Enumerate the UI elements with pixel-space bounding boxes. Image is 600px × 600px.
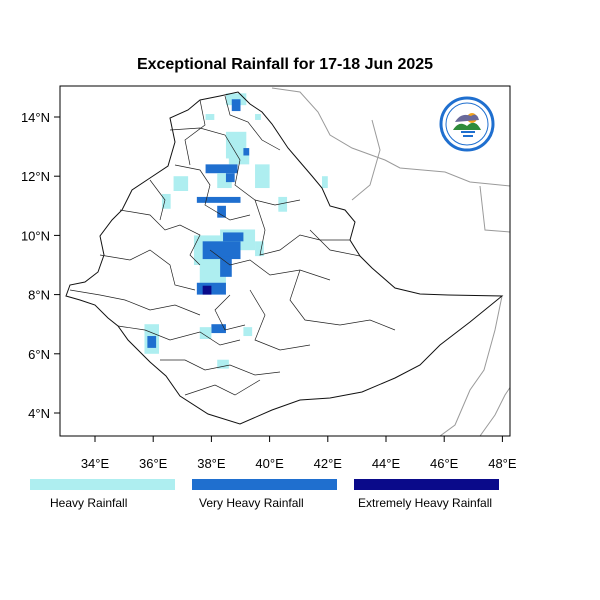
x-tick-label: 48°E: [488, 456, 517, 471]
rainfall-cell: [255, 114, 261, 120]
rainfall-cell: [202, 241, 241, 260]
rainfall-cell: [243, 148, 250, 156]
neighbour-borders: [271, 87, 510, 436]
y-tick-label: 12°N: [21, 169, 50, 184]
rainfall-cell: [243, 327, 253, 337]
map-title: Exceptional Rainfall for 17-18 Jun 2025: [136, 56, 434, 73]
legend-swatch-very-heavy: [192, 479, 337, 490]
x-tick-label: 46°E: [430, 456, 459, 471]
x-tick-label: 36°E: [139, 456, 168, 471]
rainfall-cell: [225, 173, 235, 183]
legend-label-extremely-heavy: Extremely Heavy Rainfall: [358, 496, 493, 510]
rainfall-cell: [225, 131, 247, 159]
legend-label-very-heavy: Very Heavy Rainfall: [199, 496, 304, 510]
rainfall-cell: [231, 99, 241, 112]
rainfall-cell: [205, 164, 238, 174]
rainfall-cell: [228, 155, 250, 165]
rainfall-cell: [278, 196, 288, 212]
rainfall-cell: [223, 232, 244, 242]
y-tick-label: 10°N: [21, 228, 50, 243]
x-tick-label: 38°E: [197, 456, 226, 471]
x-tick-label: 44°E: [372, 456, 401, 471]
rainfall-cell: [217, 359, 229, 369]
rainfall-cell: [199, 265, 226, 286]
plot-border: [59, 85, 511, 437]
x-tick-label: 40°E: [255, 456, 284, 471]
y-tick-label: 6°N: [28, 347, 50, 362]
y-tick-label: 14°N: [21, 110, 50, 125]
rainfall-cell: [217, 205, 226, 218]
rainfall-cell: [202, 285, 212, 295]
x-axis: 34°E 36°E 38°E 40°E 42°E 44°E 46°E 48°E: [81, 436, 517, 471]
region-borders: [69, 95, 396, 396]
rainfall-cell: [205, 114, 215, 120]
rainfall-cell: [199, 327, 212, 339]
rainfall-cell: [173, 176, 189, 191]
rainfall-cell: [211, 324, 226, 334]
country-outline: [65, 91, 504, 425]
x-tick-label: 34°E: [81, 456, 110, 471]
meteorology-institute-logo-icon: [439, 96, 495, 152]
rainfall-cell: [321, 176, 328, 189]
y-tick-label: 4°N: [28, 406, 50, 421]
rainfall-cell: [196, 282, 226, 295]
legend-label-heavy: Heavy Rainfall: [50, 496, 128, 510]
legend-swatch-extremely-heavy: [354, 479, 499, 490]
rainfall-cell: [255, 164, 270, 189]
rainfall-cell: [255, 241, 264, 257]
rainfall-cell: [161, 193, 171, 209]
rainfall-cell: [196, 196, 241, 203]
y-tick-label: 8°N: [28, 288, 50, 303]
rainfall-cell: [147, 336, 157, 348]
y-axis: 14°N 12°N 10°N 8°N 6°N 4°N: [21, 110, 60, 421]
legend-swatch-heavy: [30, 479, 175, 490]
rainfall-cell: [220, 256, 232, 277]
x-tick-label: 42°E: [314, 456, 343, 471]
rainfall-layer: [144, 93, 328, 369]
